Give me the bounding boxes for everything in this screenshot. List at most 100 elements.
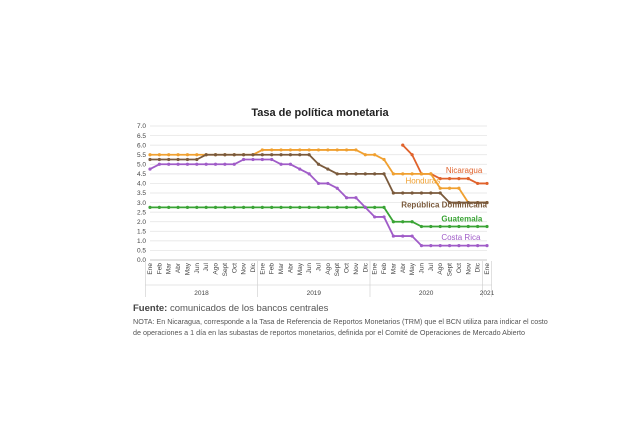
data-point-guatemala [288,205,293,209]
data-point-guatemala [279,205,283,209]
year-label: 2018 [194,290,209,297]
year-label: 2020 [419,290,434,297]
data-point-guatemala [316,205,321,209]
y-tick-label: 6.5 [137,133,146,140]
series-label-honduras: Honduras [406,176,441,185]
source-label: Fuente: [133,303,168,314]
data-point-republica-dominicana [167,157,171,162]
x-tick-label: Jun [418,263,425,274]
x-tick-label: Feb [156,263,163,275]
data-point-guatemala [466,224,470,229]
source-note: Fuente: comunicados de los bancos centra… [133,303,553,314]
data-point-honduras [260,148,264,152]
year-label: 2021 [480,290,495,297]
series-label-costa-rica: Costa Rica [441,233,481,242]
data-point-republica-dominicana [438,191,442,195]
year-label: 2019 [307,290,322,297]
data-point-republica-dominicana [298,153,302,157]
data-point-republica-dominicana [410,191,414,195]
x-tick-label: Ene [372,263,379,275]
y-tick-label: 0.0 [137,257,146,264]
x-tick-label: Abr [175,262,182,273]
data-point-guatemala [419,224,424,229]
data-point-costa-rica [223,162,227,166]
data-point-guatemala [307,205,311,209]
data-point-republica-dominicana [232,153,236,157]
data-point-honduras [429,172,433,176]
data-point-guatemala [251,205,255,209]
data-point-republica-dominicana [354,172,358,176]
data-point-nicaragua [466,177,470,181]
data-point-honduras [270,148,274,152]
x-tick-label: Ene [484,263,491,275]
data-point-guatemala [373,205,377,209]
data-point-honduras [410,172,414,176]
data-point-costa-rica [148,167,152,171]
x-tick-label: Nov [465,262,472,274]
x-tick-label: Mar [390,262,397,274]
x-tick-label: Jun [306,263,313,274]
x-tick-label: Jul [316,262,323,271]
data-point-guatemala [344,205,349,209]
data-point-republica-dominicana [270,153,274,157]
x-tick-label: Ene [259,263,266,275]
x-tick-label: Ago [437,263,444,275]
source-text: comunicados de los bancos centrales [169,303,329,314]
data-point-nicaragua [401,143,405,147]
data-point-costa-rica [316,181,321,186]
data-point-honduras [185,153,190,157]
data-point-costa-rica [429,244,433,248]
y-tick-label: 0.5 [137,248,146,255]
y-tick-label: 3.5 [137,190,146,197]
x-tick-label: Jul [203,262,210,271]
data-point-costa-rica [195,162,199,166]
data-point-guatemala [326,205,330,209]
data-point-costa-rica [447,244,452,248]
data-point-costa-rica [167,162,171,166]
data-point-guatemala [298,205,302,209]
data-point-republica-dominicana [242,153,246,157]
data-point-republica-dominicana [457,200,461,205]
data-point-honduras [382,157,386,162]
data-point-republica-dominicana [157,157,161,162]
data-point-guatemala [391,220,395,224]
data-point-guatemala [270,205,274,209]
y-tick-label: 1.0 [137,238,146,245]
series-label-nicaragua: Nicaragua [446,166,483,175]
data-point-honduras [354,148,358,152]
data-point-costa-rica [232,162,236,166]
data-point-republica-dominicana [344,172,349,176]
data-point-honduras [344,148,349,152]
x-tick-label: May [184,262,191,275]
x-tick-label: Jun [194,263,201,274]
data-point-costa-rica [344,196,349,200]
x-tick-label: Jul [428,262,435,271]
series-line-guatemala [150,206,487,228]
x-tick-label: May [297,262,304,275]
data-point-republica-dominicana [485,200,489,205]
data-point-honduras [316,148,321,152]
x-tick-label: Dic [475,262,482,272]
data-point-guatemala [167,205,171,209]
data-point-costa-rica [242,157,246,162]
data-point-honduras [438,186,442,190]
data-point-guatemala [485,224,489,229]
data-point-republica-dominicana [391,191,395,195]
data-point-costa-rica [457,244,461,248]
y-tick-label: 7.0 [137,123,146,130]
y-axis: 0.0 0.5 1.0 1.5 2.0 2.5 3.0 3.5 4.0 4.5 5.0 5.5 6.0 6… [137,123,146,264]
data-point-costa-rica [476,244,480,248]
data-point-nicaragua [438,177,442,181]
chart-series [148,143,489,248]
data-point-honduras [447,186,452,190]
data-point-guatemala [438,224,442,229]
data-point-guatemala [195,205,199,209]
data-point-nicaragua [410,153,414,157]
data-point-republica-dominicana [307,153,311,157]
data-point-republica-dominicana [204,153,208,157]
data-point-republica-dominicana [363,172,367,176]
data-point-honduras [326,148,330,152]
x-tick-label: Dic [250,262,257,272]
data-point-guatemala [401,220,405,224]
data-point-honduras [167,153,171,157]
